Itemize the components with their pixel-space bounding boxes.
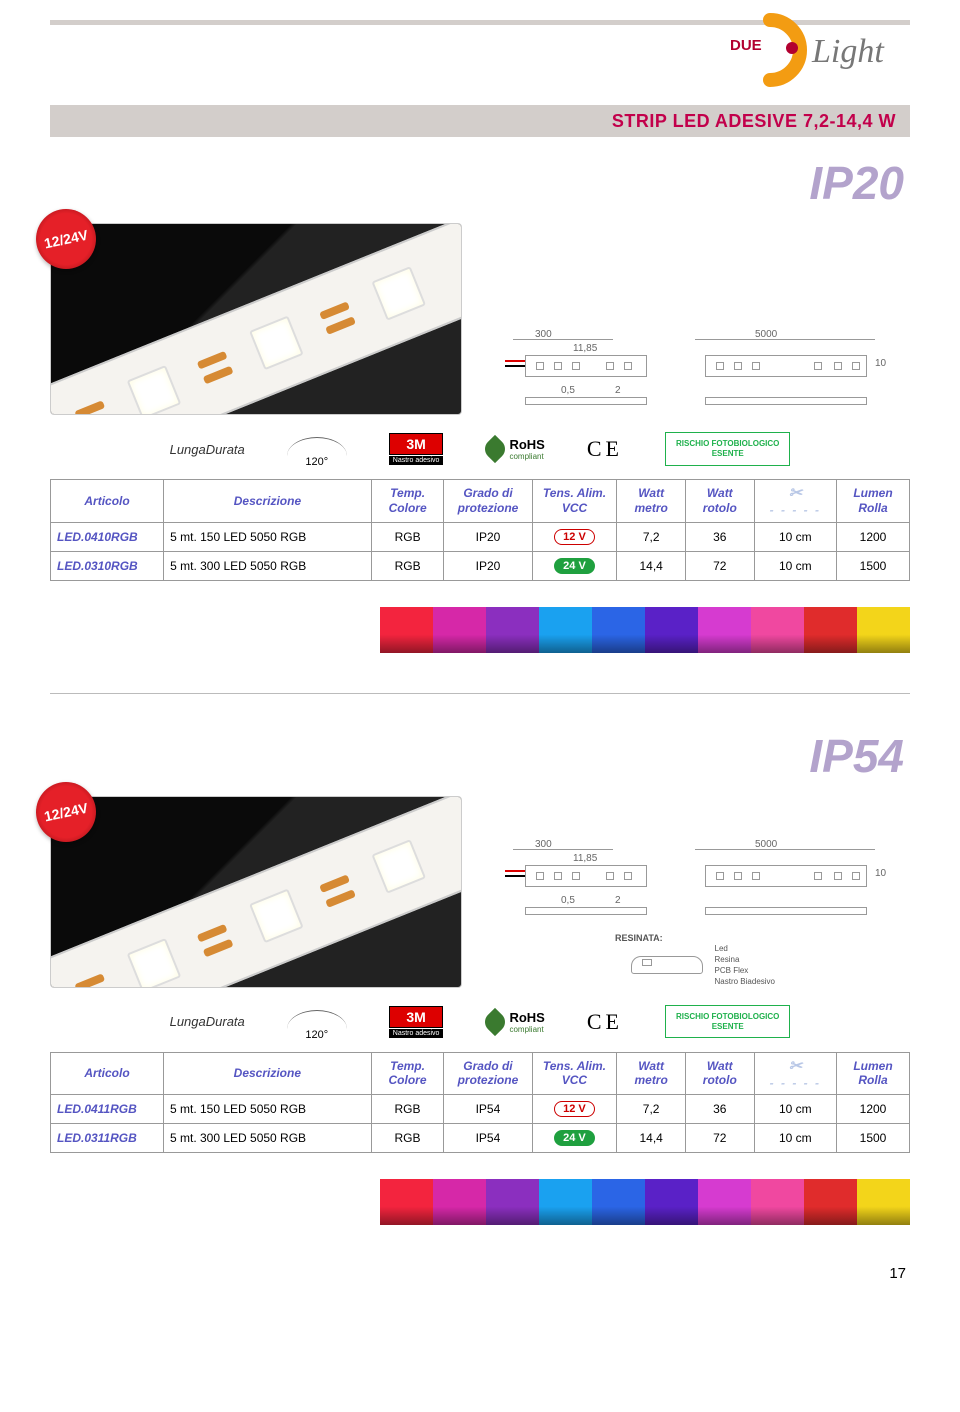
ce-mark: CE	[587, 436, 623, 462]
product-photo	[50, 223, 462, 415]
rohs-badge: RoHS compliant	[485, 437, 544, 461]
logo-due: DUE	[730, 37, 762, 54]
dimension-diagram: 300 11,85 5000	[505, 325, 885, 415]
rgb-color-strip	[380, 607, 910, 653]
table-row: LED.0411RGB5 mt. 150 LED 5050 RGBRGBIP54…	[51, 1095, 910, 1124]
ce-mark: CE	[587, 1009, 623, 1035]
product-photo	[50, 796, 462, 988]
certification-badges: LungaDurata 120° 3M Nastro adesivo RoHS …	[50, 429, 910, 469]
dimension-diagram: 300 11,85 5000	[505, 835, 885, 925]
table-row: LED.0310RGB5 mt. 300 LED 5050 RGBRGBIP20…	[51, 551, 910, 580]
beam-angle-badge: 120°	[287, 1010, 347, 1034]
lunga-durata-badge: LungaDurata	[170, 442, 245, 457]
divider	[50, 693, 910, 694]
table-row: LED.0410RGB5 mt. 150 LED 5050 RGBRGBIP20…	[51, 522, 910, 551]
products-table-ip54: Articolo Descrizione Temp. Colore Grado …	[50, 1052, 910, 1154]
beam-angle-badge: 120°	[287, 437, 347, 461]
scissors-icon: ✂	[789, 1058, 802, 1075]
risk-box: RISCHIO FOTOBIOLOGICO ESENTE	[665, 432, 790, 465]
resin-diagram: RESINATA: Led Resina PCB Flex Nastro Bia…	[615, 933, 775, 988]
rgb-color-strip	[380, 1179, 910, 1225]
scissors-icon: ✂	[789, 485, 802, 502]
ip54-label: IP54	[809, 729, 904, 783]
page-title: STRIP LED ADESIVE 7,2-14,4 W	[612, 111, 896, 132]
page-number: 17	[50, 1265, 910, 1282]
lunga-durata-badge: LungaDurata	[170, 1014, 245, 1029]
brand-logo: DUE Light	[710, 10, 910, 90]
title-bar: STRIP LED ADESIVE 7,2-14,4 W	[50, 105, 910, 137]
ip20-label: IP20	[809, 156, 904, 210]
3m-badge: 3M Nastro adesivo	[389, 1006, 444, 1038]
table-row: LED.0311RGB5 mt. 300 LED 5050 RGBRGBIP54…	[51, 1124, 910, 1153]
products-table-ip20: Articolo Descrizione Temp. Colore Grado …	[50, 479, 910, 581]
certification-badges: LungaDurata 120° 3M Nastro adesivo RoHS …	[50, 1002, 910, 1042]
rohs-badge: RoHS compliant	[485, 1010, 544, 1034]
3m-badge: 3M Nastro adesivo	[389, 433, 444, 465]
logo-light: Light	[811, 33, 885, 70]
risk-box: RISCHIO FOTOBIOLOGICO ESENTE	[665, 1005, 790, 1038]
